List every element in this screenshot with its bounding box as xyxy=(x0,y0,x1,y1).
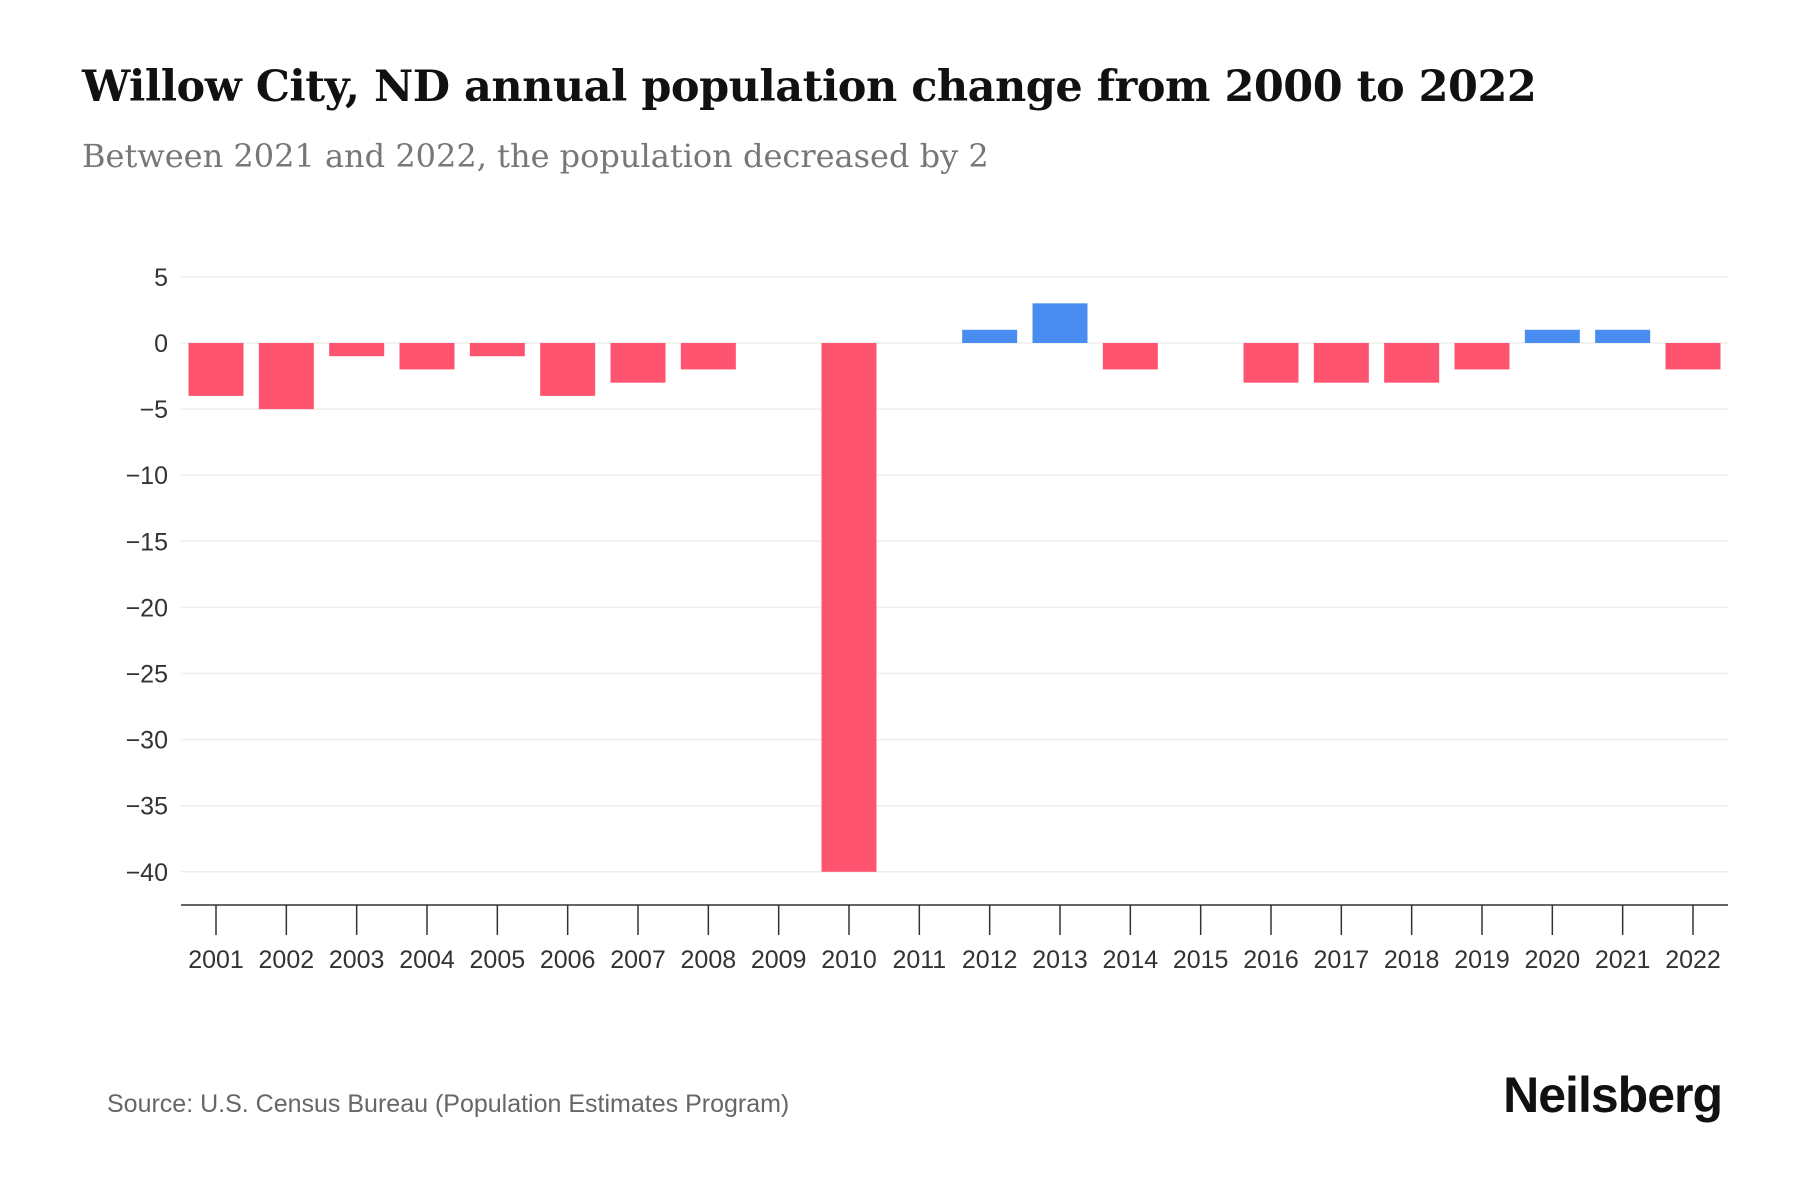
y-tick-label: −5 xyxy=(139,396,168,424)
x-tick-label: 2012 xyxy=(962,946,1018,974)
bar-2021 xyxy=(1595,329,1651,343)
x-tick-label: 2013 xyxy=(1032,946,1088,974)
y-tick-label: 5 xyxy=(154,264,168,292)
x-tick-label: 2015 xyxy=(1173,946,1229,974)
x-tick-label: 2021 xyxy=(1595,946,1651,974)
bar-2022 xyxy=(1665,343,1721,370)
bar-2012 xyxy=(962,329,1018,343)
bar-2019 xyxy=(1454,343,1510,370)
bar-2014 xyxy=(1102,343,1158,370)
bar-2017 xyxy=(1313,343,1369,383)
bar-2020 xyxy=(1524,329,1580,343)
x-tick-label: 2008 xyxy=(681,946,737,974)
x-tick-label: 2019 xyxy=(1454,946,1510,974)
bar-2016 xyxy=(1243,343,1299,383)
bar-2003 xyxy=(329,343,385,357)
bar-2007 xyxy=(610,343,666,383)
bar-2005 xyxy=(469,343,525,357)
gridlines: 5 0 −5 −10 −15 −20 −25 −30 −35 −40 xyxy=(126,264,1728,887)
x-tick-label: 2005 xyxy=(470,946,526,974)
bar-2008 xyxy=(680,343,736,370)
y-tick-label: −10 xyxy=(126,462,168,490)
x-tick-label: 2020 xyxy=(1525,946,1581,974)
source-note: Source: U.S. Census Bureau (Population E… xyxy=(107,1090,790,1118)
y-tick-label: −20 xyxy=(126,594,168,622)
bar-2004 xyxy=(399,343,455,370)
bar-2013 xyxy=(1032,303,1088,343)
x-tick-label: 2003 xyxy=(329,946,385,974)
bar-2001 xyxy=(188,343,244,396)
y-tick-label: −25 xyxy=(126,661,168,689)
x-tick-label: 2016 xyxy=(1243,946,1299,974)
x-tick-label: 2004 xyxy=(399,946,455,974)
y-tick-label: 0 xyxy=(154,330,168,358)
x-tick-label: 2007 xyxy=(610,946,666,974)
x-tick-label: 2014 xyxy=(1103,946,1159,974)
x-tick-label: 2001 xyxy=(188,946,244,974)
x-tick-label: 2017 xyxy=(1314,946,1370,974)
bar-chart: 50−5−10−15−20−25−30−35−40 2001 2002 2003 20… xyxy=(126,264,1728,974)
x-tick-label: 2010 xyxy=(821,946,877,974)
x-axis: 2001 2002 2003 2004 2005 2006 2007 2008 2009 2010… xyxy=(181,904,1728,974)
bar-2018 xyxy=(1384,343,1440,383)
bar-2010 xyxy=(821,343,877,872)
x-tick-label: 2006 xyxy=(540,946,596,974)
x-tick-label: 2018 xyxy=(1384,946,1440,974)
x-tick-label: 2009 xyxy=(751,946,807,974)
y-tick-label: −35 xyxy=(126,793,168,821)
bars xyxy=(188,303,1721,872)
y-tick-label: −15 xyxy=(126,528,168,556)
y-tick-label: −40 xyxy=(126,859,168,887)
chart-title: Willow City, ND annual population change… xyxy=(82,62,1537,112)
y-tick-label: −30 xyxy=(126,727,168,755)
x-tick-label: 2022 xyxy=(1665,946,1721,974)
bar-2006 xyxy=(540,343,596,396)
chart-subtitle: Between 2021 and 2022, the population de… xyxy=(82,137,989,175)
bar-2002 xyxy=(258,343,314,410)
x-tick-label: 2011 xyxy=(892,946,946,974)
neilsberg-logo: Neilsberg xyxy=(1503,1067,1723,1123)
x-tick-label: 2002 xyxy=(259,946,315,974)
